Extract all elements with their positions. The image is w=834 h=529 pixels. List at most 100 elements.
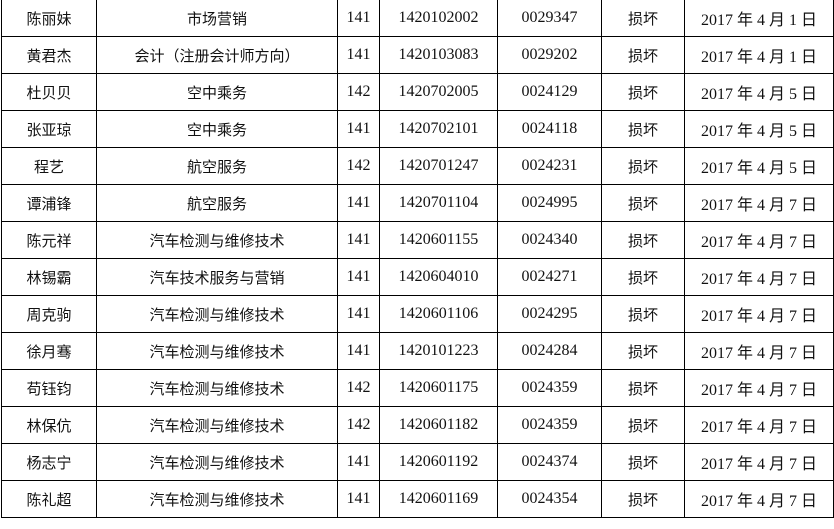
item-number-cell: 0024295 — [497, 295, 602, 333]
student-name-cell: 黄君杰 — [1, 36, 97, 74]
major-cell: 市场营销 — [96, 0, 338, 37]
student-name-cell: 杜贝贝 — [1, 73, 97, 111]
major-cell: 汽车检测与维修技术 — [96, 480, 338, 518]
item-number-cell: 0024359 — [497, 369, 602, 407]
status-cell: 损坏 — [601, 73, 685, 111]
student-id-cell: 1420102002 — [379, 0, 498, 37]
status-cell: 损坏 — [601, 221, 685, 259]
table-row: 黄君杰 会计（注册会计师方向） 141 1420103083 0029202 损坏 2017… — [1, 36, 834, 74]
grade-code-cell: 142 — [337, 369, 380, 407]
status-cell: 损坏 — [601, 480, 685, 518]
item-number-cell: 0024354 — [497, 480, 602, 518]
date-cell: 2017 年 4 月 7 日 — [684, 258, 834, 296]
status-cell: 损坏 — [601, 295, 685, 333]
grade-code-cell: 141 — [337, 0, 380, 37]
date-cell: 2017 年 4 月 7 日 — [684, 369, 834, 407]
major-cell: 空中乘务 — [96, 73, 338, 111]
table-row: 杨志宁 汽车检测与维修技术 141 1420601192 0024374 损坏 2017 年… — [1, 443, 834, 481]
status-cell: 损坏 — [601, 443, 685, 481]
grade-code-cell: 142 — [337, 73, 380, 111]
student-name-cell: 陈元祥 — [1, 221, 97, 259]
table-row: 陈元祥 汽车检测与维修技术 141 1420601155 0024340 损坏 2017 年… — [1, 221, 834, 259]
date-cell: 2017 年 4 月 7 日 — [684, 480, 834, 518]
table-row: 张亚琼 空中乘务 141 1420702101 0024118 损坏 2017 年 4 月 … — [1, 110, 834, 148]
table-row: 徐月骞 汽车检测与维修技术 141 1420101223 0024284 损坏 2017 年… — [1, 332, 834, 370]
item-number-cell: 0024231 — [497, 147, 602, 185]
student-name-cell: 张亚琼 — [1, 110, 97, 148]
student-id-cell: 1420103083 — [379, 36, 498, 74]
student-name-cell: 林锡霸 — [1, 258, 97, 296]
major-cell: 会计（注册会计师方向） — [96, 36, 338, 74]
student-id-cell: 1420701104 — [379, 184, 498, 222]
student-name-cell: 周克驹 — [1, 295, 97, 333]
date-cell: 2017 年 4 月 1 日 — [684, 0, 834, 37]
status-cell: 损坏 — [601, 258, 685, 296]
status-cell: 损坏 — [601, 147, 685, 185]
student-id-cell: 1420601175 — [379, 369, 498, 407]
record-table: 陈丽妹 市场营销 141 1420102002 0029347 损坏 2017 年 4 月 … — [1, 0, 834, 518]
status-cell: 损坏 — [601, 332, 685, 370]
table-row: 周克驹 汽车检测与维修技术 141 1420601106 0024295 损坏 2017 年… — [1, 295, 834, 333]
major-cell: 汽车检测与维修技术 — [96, 295, 338, 333]
major-cell: 汽车检测与维修技术 — [96, 332, 338, 370]
date-cell: 2017 年 4 月 7 日 — [684, 406, 834, 444]
item-number-cell: 0024129 — [497, 73, 602, 111]
table-row: 林保伉 汽车检测与维修技术 142 1420601182 0024359 损坏 2017 年… — [1, 406, 834, 444]
student-name-cell: 林保伉 — [1, 406, 97, 444]
grade-code-cell: 141 — [337, 258, 380, 296]
date-cell: 2017 年 4 月 5 日 — [684, 110, 834, 148]
status-cell: 损坏 — [601, 369, 685, 407]
major-cell: 航空服务 — [96, 184, 338, 222]
status-cell: 损坏 — [601, 110, 685, 148]
table-row: 程艺 航空服务 142 1420701247 0024231 损坏 2017 年 4 月 5… — [1, 147, 834, 185]
student-name-cell: 程艺 — [1, 147, 97, 185]
date-cell: 2017 年 4 月 7 日 — [684, 295, 834, 333]
status-cell: 损坏 — [601, 36, 685, 74]
student-name-cell: 陈丽妹 — [1, 0, 97, 37]
student-id-cell: 1420601192 — [379, 443, 498, 481]
grade-code-cell: 141 — [337, 332, 380, 370]
grade-code-cell: 141 — [337, 110, 380, 148]
item-number-cell: 0024359 — [497, 406, 602, 444]
table-row: 陈丽妹 市场营销 141 1420102002 0029347 损坏 2017 年 4 月 … — [1, 0, 834, 37]
grade-code-cell: 142 — [337, 406, 380, 444]
grade-code-cell: 141 — [337, 480, 380, 518]
student-id-cell: 1420702101 — [379, 110, 498, 148]
date-cell: 2017 年 4 月 7 日 — [684, 221, 834, 259]
student-id-cell: 1420601106 — [379, 295, 498, 333]
student-name-cell: 徐月骞 — [1, 332, 97, 370]
item-number-cell: 0024284 — [497, 332, 602, 370]
major-cell: 汽车检测与维修技术 — [96, 369, 338, 407]
student-id-cell: 1420601155 — [379, 221, 498, 259]
student-id-cell: 1420702005 — [379, 73, 498, 111]
student-name-cell: 苟钰钧 — [1, 369, 97, 407]
student-id-cell: 1420101223 — [379, 332, 498, 370]
student-name-cell: 谭浦锋 — [1, 184, 97, 222]
table-row: 谭浦锋 航空服务 141 1420701104 0024995 损坏 2017 年 4 月 … — [1, 184, 834, 222]
date-cell: 2017 年 4 月 5 日 — [684, 147, 834, 185]
date-cell: 2017 年 4 月 7 日 — [684, 332, 834, 370]
table-row: 杜贝贝 空中乘务 142 1420702005 0024129 损坏 2017 年 4 月 … — [1, 73, 834, 111]
student-id-cell: 1420701247 — [379, 147, 498, 185]
major-cell: 汽车技术服务与营销 — [96, 258, 338, 296]
student-id-cell: 1420601169 — [379, 480, 498, 518]
status-cell: 损坏 — [601, 184, 685, 222]
table-row: 林锡霸 汽车技术服务与营销 141 1420604010 0024271 损坏 2017 年… — [1, 258, 834, 296]
date-cell: 2017 年 4 月 7 日 — [684, 443, 834, 481]
grade-code-cell: 142 — [337, 147, 380, 185]
major-cell: 航空服务 — [96, 147, 338, 185]
major-cell: 汽车检测与维修技术 — [96, 443, 338, 481]
item-number-cell: 0029202 — [497, 36, 602, 74]
status-cell: 损坏 — [601, 406, 685, 444]
student-id-cell: 1420601182 — [379, 406, 498, 444]
grade-code-cell: 141 — [337, 184, 380, 222]
table-row: 陈礼超 汽车检测与维修技术 141 1420601169 0024354 损坏 2017 年… — [1, 480, 834, 518]
date-cell: 2017 年 4 月 7 日 — [684, 184, 834, 222]
major-cell: 汽车检测与维修技术 — [96, 406, 338, 444]
item-number-cell: 0029347 — [497, 0, 602, 37]
item-number-cell: 0024340 — [497, 221, 602, 259]
date-cell: 2017 年 4 月 5 日 — [684, 73, 834, 111]
grade-code-cell: 141 — [337, 36, 380, 74]
student-name-cell: 杨志宁 — [1, 443, 97, 481]
major-cell: 汽车检测与维修技术 — [96, 221, 338, 259]
